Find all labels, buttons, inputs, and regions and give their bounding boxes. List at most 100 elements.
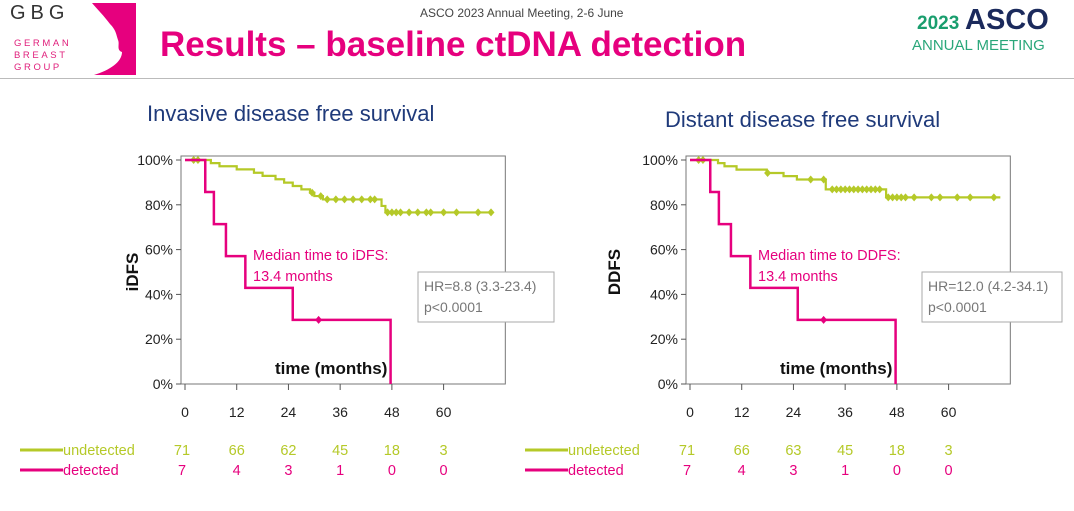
- plot-frame: [685, 155, 1011, 385]
- censor-mark: [323, 195, 331, 204]
- x-tick-label: 24: [786, 404, 802, 420]
- censor-mark: [863, 185, 871, 194]
- censor-mark: [358, 195, 366, 204]
- censor-mark: [392, 208, 400, 217]
- x-axis-label: time (months): [275, 359, 387, 378]
- asco-logo-year: 2023: [917, 13, 960, 34]
- at-risk-count: 66: [229, 443, 245, 459]
- hr-box: [417, 271, 555, 323]
- censor-mark: [867, 185, 875, 194]
- censor-mark: [833, 185, 841, 194]
- at-risk-count: 66: [734, 443, 750, 459]
- censor-mark: [427, 208, 435, 217]
- at-risk-count: 45: [332, 443, 348, 459]
- censor-mark: [414, 208, 422, 217]
- at-risk-count: 3: [440, 443, 448, 459]
- y-tick-label: 100%: [642, 152, 678, 168]
- censor-mark: [871, 185, 879, 194]
- header-divider: [0, 78, 1074, 79]
- legend-label-detected: detected: [63, 463, 119, 479]
- censor-mark: [820, 315, 828, 324]
- y-tick-label: 40%: [650, 286, 678, 302]
- x-tick-label: 12: [734, 404, 750, 420]
- censor-mark: [837, 185, 845, 194]
- km-curve-detected: [690, 158, 897, 384]
- at-risk-count: 0: [945, 463, 953, 479]
- at-risk-count: 0: [440, 463, 448, 479]
- median-annotation: Median time to DDFS:: [758, 248, 901, 264]
- censor-mark: [841, 185, 849, 194]
- gbg-logo-text: GBG: [10, 2, 70, 24]
- censor-mark: [317, 192, 325, 201]
- gbg-logo-sub: BREAST: [14, 50, 68, 61]
- conference-label: ASCO 2023 Annual Meeting, 2-6 June: [420, 6, 624, 20]
- y-axis-label: iDFS: [123, 253, 142, 292]
- legend-label-detected: detected: [568, 463, 624, 479]
- gbg-logo-sub: GROUP: [14, 62, 62, 73]
- gbg-logo-sub: GERMAN: [14, 38, 72, 49]
- censor-mark: [820, 175, 828, 184]
- at-risk-count: 1: [336, 463, 344, 479]
- censor-mark: [371, 195, 379, 204]
- median-annotation: 13.4 months: [253, 269, 333, 285]
- at-risk-count: 3: [945, 443, 953, 459]
- censor-mark: [308, 188, 316, 197]
- censor-mark: [927, 193, 935, 202]
- chart-title: Distant disease free survival: [665, 107, 940, 132]
- y-tick-label: 20%: [650, 331, 678, 347]
- censor-mark: [397, 208, 404, 217]
- hr-text: HR=8.8 (3.3-23.4): [424, 278, 536, 294]
- censor-mark: [366, 195, 374, 204]
- km-chart-2: Distant disease free survival 0% 20% 40% 60%…: [525, 107, 1063, 479]
- censor-mark: [405, 208, 413, 217]
- gbg-logo-profile: [92, 3, 136, 75]
- censor-mark: [440, 208, 448, 217]
- y-axis-label: DDFS: [605, 249, 624, 295]
- y-tick-label: 20%: [145, 331, 173, 347]
- at-risk-count: 3: [789, 463, 797, 479]
- x-tick-label: 12: [229, 404, 245, 420]
- legend-label-undetected: undetected: [568, 443, 640, 459]
- at-risk-count: 1: [841, 463, 849, 479]
- censor-mark: [422, 208, 430, 217]
- chart-title: Invasive disease free survival: [147, 101, 434, 126]
- at-risk-count: 7: [683, 463, 691, 479]
- at-risk-count: 0: [893, 463, 901, 479]
- p-value-text: p<0.0001: [424, 299, 483, 315]
- censor-mark: [453, 208, 461, 217]
- censor-mark: [764, 168, 772, 177]
- hr-text: HR=12.0 (4.2-34.1): [928, 278, 1048, 294]
- censor-mark: [902, 193, 909, 202]
- x-tick-label: 24: [281, 404, 297, 420]
- censor-mark: [897, 193, 905, 202]
- y-tick-label: 80%: [650, 197, 678, 213]
- censor-mark: [315, 315, 323, 324]
- censor-mark: [953, 193, 961, 202]
- x-tick-label: 0: [181, 404, 189, 420]
- x-tick-label: 60: [436, 404, 452, 420]
- y-tick-label: 0%: [658, 376, 678, 392]
- x-tick-label: 60: [941, 404, 957, 420]
- at-risk-count: 71: [174, 443, 190, 459]
- at-risk-count: 0: [388, 463, 396, 479]
- at-risk-count: 63: [785, 443, 801, 459]
- at-risk-count: 45: [837, 443, 853, 459]
- y-tick-label: 60%: [145, 242, 173, 258]
- censor-mark: [487, 208, 495, 217]
- x-tick-label: 48: [889, 404, 905, 420]
- censor-mark: [850, 185, 858, 194]
- plot-frame: [180, 155, 506, 385]
- hr-box: [921, 271, 1063, 323]
- at-risk-count: 4: [738, 463, 746, 479]
- y-tick-label: 40%: [145, 286, 173, 302]
- km-curve-detected: [185, 158, 392, 384]
- censor-mark: [828, 185, 836, 194]
- censor-mark: [332, 195, 340, 204]
- y-tick-label: 60%: [650, 242, 678, 258]
- at-risk-count: 3: [284, 463, 292, 479]
- km-curve-undetected: [185, 158, 494, 214]
- censor-mark: [876, 185, 884, 194]
- median-annotation: 13.4 months: [758, 269, 838, 285]
